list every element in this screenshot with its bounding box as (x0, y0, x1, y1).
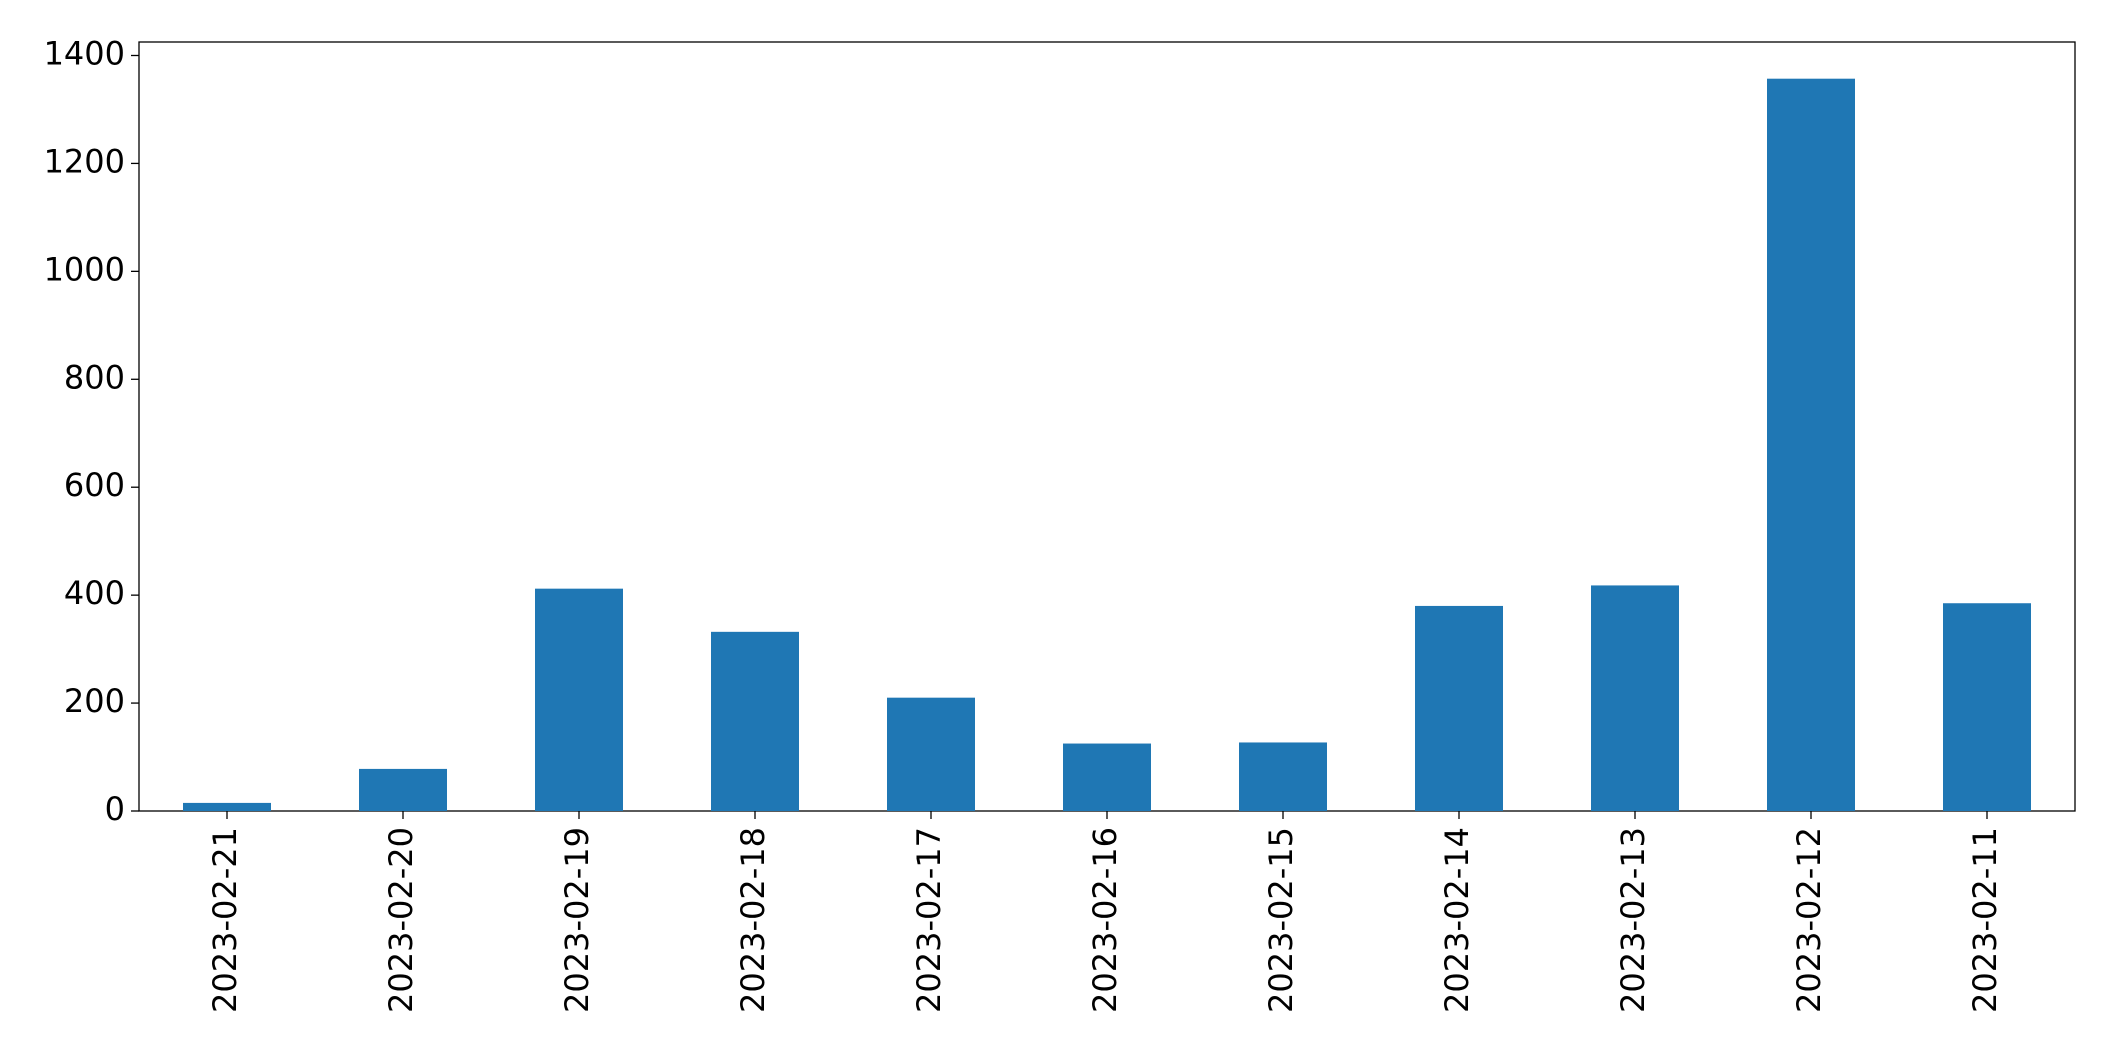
bar (183, 802, 271, 811)
y-tick-label: 1400 (44, 34, 125, 72)
x-tick-label: 2023-02-18 (734, 827, 772, 1013)
bar (1767, 78, 1855, 811)
x-tick-label: 2023-02-13 (1614, 827, 1652, 1013)
x-tick-label: 2023-02-14 (1438, 827, 1476, 1013)
y-tick-label: 800 (64, 358, 125, 396)
y-tick-label: 1200 (44, 142, 125, 180)
x-tick-label: 2023-02-21 (206, 827, 244, 1013)
bar (1943, 603, 2031, 811)
bar (887, 697, 975, 811)
y-tick-label: 400 (64, 574, 125, 612)
x-tick-label: 2023-02-12 (1790, 827, 1828, 1013)
bar (711, 631, 799, 811)
bar (359, 768, 447, 811)
y-tick-label: 200 (64, 682, 125, 720)
x-tick-label: 2023-02-17 (910, 827, 948, 1013)
bar (535, 588, 623, 811)
bar (1239, 742, 1327, 811)
y-tick-label: 600 (64, 466, 125, 504)
bar (1591, 585, 1679, 811)
x-tick-label: 2023-02-20 (382, 827, 420, 1013)
y-tick-label: 1000 (44, 250, 125, 288)
x-tick-label: 2023-02-11 (1966, 827, 2004, 1013)
x-tick-label: 2023-02-15 (1262, 827, 1300, 1013)
x-tick-label: 2023-02-16 (1086, 827, 1124, 1013)
bar (1415, 605, 1503, 811)
bar (1063, 743, 1151, 811)
y-tick-label: 0 (105, 790, 125, 828)
x-tick-label: 2023-02-19 (558, 827, 596, 1013)
